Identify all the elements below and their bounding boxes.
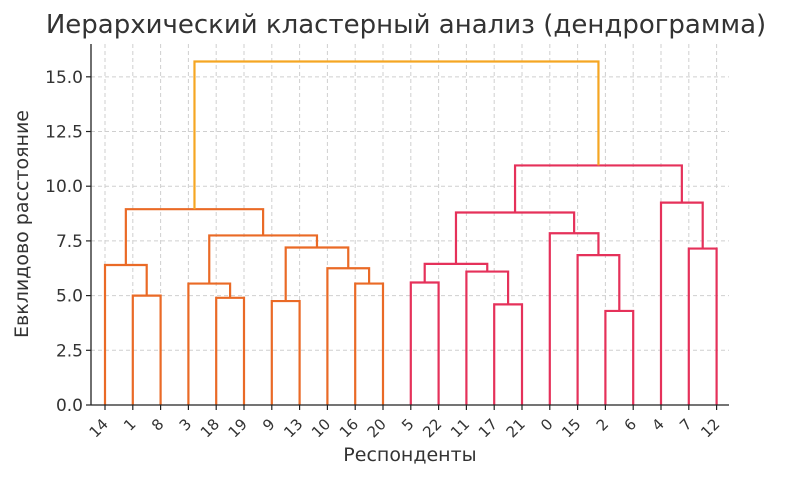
dendrogram-link (409, 281, 440, 405)
y-tick-label: 12.5 (45, 123, 83, 143)
x-tick-label: 10 (308, 415, 334, 441)
dendrogram-link (548, 232, 600, 405)
dendrogram-link (687, 247, 718, 405)
dendrogram-link (604, 309, 635, 405)
x-tick-label: 12 (697, 415, 723, 441)
dendrogram-link (513, 164, 683, 213)
x-tick-label: 17 (475, 415, 501, 441)
dendrogram-link (465, 270, 510, 405)
x-tick-label: 7 (676, 415, 695, 434)
x-tick-label: 15 (558, 415, 584, 441)
dendrogram-link (454, 211, 576, 264)
y-tick-label: 2.5 (56, 341, 83, 361)
dendrogram-link (354, 282, 385, 405)
x-tick-label: 19 (225, 415, 251, 441)
dendrogram-link (326, 267, 371, 405)
dendrogram-link (659, 201, 704, 405)
x-tick-label: 6 (621, 415, 640, 434)
x-tick-label: 2 (593, 415, 612, 434)
x-tick-label: 9 (259, 415, 278, 434)
x-tick-label: 4 (648, 415, 667, 434)
dendrogram-links (103, 60, 718, 405)
dendrogram-link (423, 262, 489, 283)
x-axis-title: Респонденты (343, 444, 476, 466)
dendrogram-link (270, 299, 301, 405)
dendrogram-link (576, 254, 621, 405)
y-axis-title: Евклидово расстояние (11, 110, 33, 338)
dendrogram-link (103, 263, 148, 405)
x-tick-label: 21 (503, 415, 529, 441)
chart-title: Иерархический кластерный анализ (дендрог… (46, 10, 766, 40)
dendrogram-link (193, 60, 600, 210)
x-tick-label: 5 (398, 415, 417, 434)
y-tick-label: 7.5 (56, 232, 83, 252)
y-tick-label: 10.0 (45, 177, 83, 197)
dendrogram-link (124, 208, 265, 265)
x-ticks: 14 1 8 3 18 19 9 13 10 16 20 5 22 11 17 21 0 15 2 6 4 7 12 (86, 405, 723, 441)
x-tick-label: 20 (364, 415, 390, 441)
dendrogram-link (208, 234, 319, 284)
dendrogram-link (187, 282, 232, 405)
x-tick-label: 0 (537, 415, 556, 434)
y-tick-label: 0.0 (56, 396, 83, 416)
dendrogram-link (284, 246, 350, 302)
x-tick-label: 1 (120, 415, 139, 434)
x-tick-label: 3 (176, 415, 195, 434)
x-tick-label: 22 (419, 415, 445, 441)
x-tick-label: 16 (336, 415, 362, 441)
dendrogram-link (493, 303, 524, 405)
x-tick-label: 11 (447, 415, 473, 441)
dendrogram-link (215, 296, 246, 405)
axes (90, 44, 729, 406)
x-tick-label: 18 (197, 415, 223, 441)
y-tick-label: 15.0 (45, 68, 83, 88)
y-tick-label: 5.0 (56, 287, 83, 307)
x-tick-label: 8 (148, 415, 167, 434)
y-ticks: 0.0 2.5 5.0 7.5 10.0 12.5 15.0 (45, 68, 91, 416)
x-tick-label: 14 (86, 415, 112, 441)
x-tick-label: 13 (280, 415, 306, 441)
